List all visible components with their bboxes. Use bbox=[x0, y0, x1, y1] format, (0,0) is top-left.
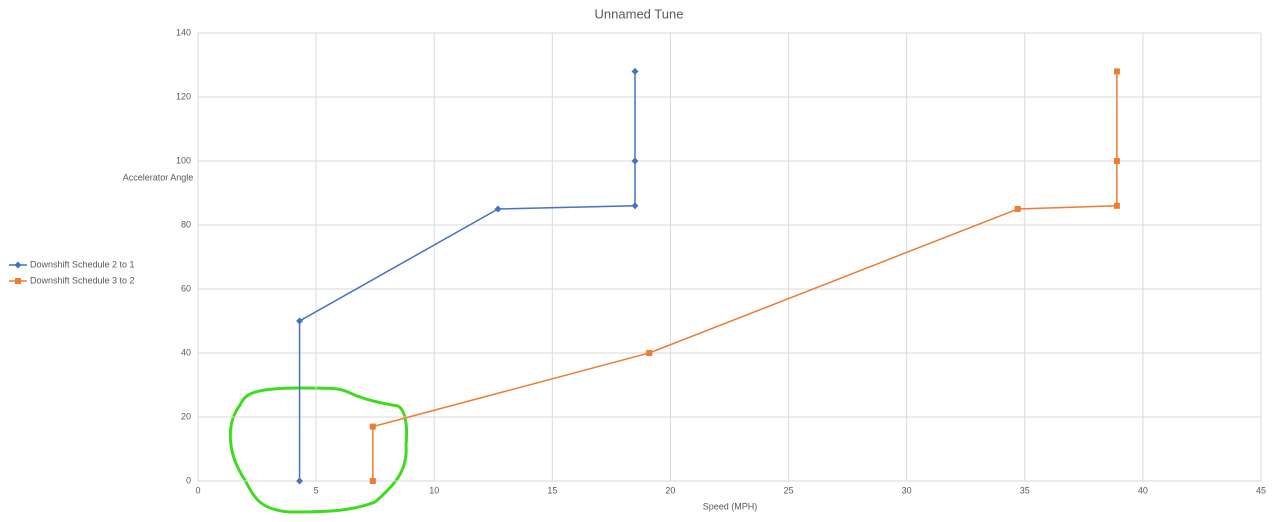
y-tick-label: 0 bbox=[186, 475, 191, 485]
data-point bbox=[646, 350, 653, 356]
x-tick-label: 40 bbox=[1138, 485, 1148, 495]
series-line bbox=[298, 71, 636, 481]
data-point bbox=[494, 205, 502, 213]
data-point bbox=[631, 202, 639, 210]
y-tick-label: 120 bbox=[176, 91, 191, 101]
x-tick-label: 30 bbox=[902, 485, 912, 495]
chart-title: Unnamed Tune bbox=[595, 6, 684, 21]
legend-label: Downshift Schedule 2 to 1 bbox=[30, 259, 135, 269]
data-point bbox=[1014, 206, 1021, 212]
data-point bbox=[369, 478, 376, 484]
y-tick-label: 140 bbox=[176, 27, 191, 37]
x-axis-label: Speed (MPH) bbox=[703, 501, 758, 511]
y-tick-label: 80 bbox=[181, 219, 191, 229]
x-tick-label: 25 bbox=[784, 485, 794, 495]
series-line bbox=[372, 71, 1118, 481]
y-tick-label: 40 bbox=[181, 347, 191, 357]
data-point bbox=[296, 477, 304, 485]
x-tick-label: 20 bbox=[665, 485, 675, 495]
y-tick-label: 60 bbox=[181, 283, 191, 293]
data-point bbox=[631, 157, 639, 165]
y-tick-label: 20 bbox=[181, 411, 191, 421]
annotation-circle bbox=[228, 386, 409, 514]
data-point bbox=[631, 67, 639, 75]
y-axis-label: Accelerator Angle bbox=[123, 172, 194, 182]
legend-label: Downshift Schedule 3 to 2 bbox=[30, 275, 135, 285]
x-tick-label: 15 bbox=[547, 485, 557, 495]
data-point bbox=[1113, 158, 1120, 164]
data-point bbox=[369, 423, 376, 430]
x-tick-label: 45 bbox=[1256, 485, 1266, 495]
legend-marker bbox=[14, 261, 22, 269]
data-point bbox=[296, 317, 304, 325]
x-tick-label: 10 bbox=[429, 485, 439, 495]
data-point bbox=[1113, 202, 1120, 209]
x-tick-label: 5 bbox=[314, 485, 319, 495]
legend-marker bbox=[15, 278, 21, 284]
x-tick-label: 0 bbox=[195, 485, 200, 495]
x-tick-label: 35 bbox=[1020, 485, 1030, 495]
y-tick-label: 100 bbox=[176, 155, 191, 165]
data-point bbox=[1113, 68, 1120, 75]
